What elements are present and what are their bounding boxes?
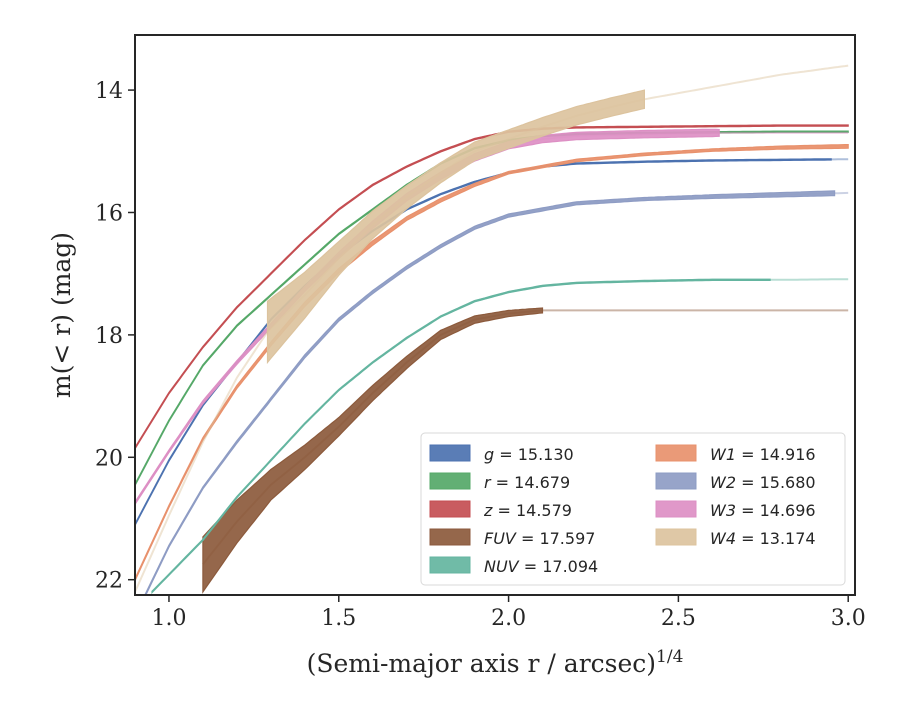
legend-label: z = 14.579 — [483, 501, 572, 520]
x-tick-label: 3.0 — [831, 606, 866, 631]
legend-swatch — [655, 500, 697, 518]
series-r-extrapolation — [135, 130, 849, 486]
x-tick-label: 2.5 — [661, 606, 696, 631]
series-z-extrapolation — [135, 124, 849, 449]
y-tick-label: 20 — [95, 446, 123, 471]
y-tick-label: 18 — [95, 324, 123, 349]
legend-item-NUV: NUV = 17.094 — [429, 556, 598, 576]
series-FUV — [202, 307, 849, 594]
legend-item-z: z = 14.579 — [429, 500, 572, 520]
series-z-band — [135, 124, 849, 450]
legend-label: W3 = 14.696 — [710, 501, 816, 520]
series-W2-band — [144, 190, 836, 595]
series-W2 — [144, 190, 849, 595]
legend-label: W1 = 14.916 — [710, 445, 816, 464]
series-W1 — [135, 144, 849, 581]
legend-swatch — [429, 528, 471, 546]
legend-label: NUV = 17.094 — [484, 557, 598, 576]
legend-item-r: r = 14.679 — [429, 472, 570, 492]
series-r-band — [135, 130, 849, 486]
legend-item-g: g = 15.130 — [429, 444, 574, 464]
y-axis: 14 16 18 20 22 — [95, 79, 135, 594]
x-tick-label: 2.0 — [491, 606, 526, 631]
y-axis-label: m(< r) (mag) — [47, 232, 76, 398]
legend-label: W4 = 13.174 — [710, 529, 816, 548]
legend-item-W4: W4 = 13.174 — [655, 528, 816, 548]
legend-swatch — [655, 472, 697, 490]
legend-item-W3: W3 = 14.696 — [655, 500, 816, 520]
series-FUV-band — [202, 307, 544, 594]
series-W1-band — [135, 144, 849, 581]
legend-item-W2: W2 = 15.680 — [655, 472, 816, 492]
legend-swatch — [655, 444, 697, 462]
series-W4-band — [266, 89, 645, 365]
series-W4 — [135, 64, 849, 593]
x-tick-label: 1.0 — [151, 606, 186, 631]
plot-frame — [134, 34, 856, 596]
y-tick-label: 22 — [95, 569, 123, 594]
legend-swatch — [429, 444, 471, 462]
legend-item-FUV: FUV = 17.597 — [429, 528, 595, 548]
x-axis: 1.0 1.5 2.0 2.5 3.0 — [151, 595, 866, 631]
series-r — [135, 130, 849, 486]
series-NUV — [151, 278, 849, 595]
x-tick-label: 1.5 — [321, 606, 356, 631]
series-NUV-band — [151, 278, 771, 595]
legend-item-W1: W1 = 14.916 — [655, 444, 816, 464]
series-z — [135, 124, 849, 450]
legend-swatch — [429, 472, 471, 490]
legend-label: W2 = 15.680 — [710, 473, 816, 492]
legend-label: r = 14.679 — [484, 473, 570, 492]
x-axis-label: (Semi-major axis r / arcsec)1/4 — [307, 647, 684, 678]
y-tick-label: 16 — [95, 201, 123, 226]
legend-swatch — [429, 500, 471, 518]
legend-swatch — [655, 528, 697, 546]
y-tick-label: 14 — [95, 79, 123, 104]
legend-swatch — [429, 556, 471, 574]
legend-box — [420, 432, 846, 586]
legend: g = 15.130 r = 14.679 z = 14.579 FUV = 17.5… — [420, 432, 846, 586]
series-layer — [135, 64, 849, 595]
legend-label: FUV = 17.597 — [484, 529, 595, 548]
legend-label: g = 15.130 — [484, 445, 574, 464]
